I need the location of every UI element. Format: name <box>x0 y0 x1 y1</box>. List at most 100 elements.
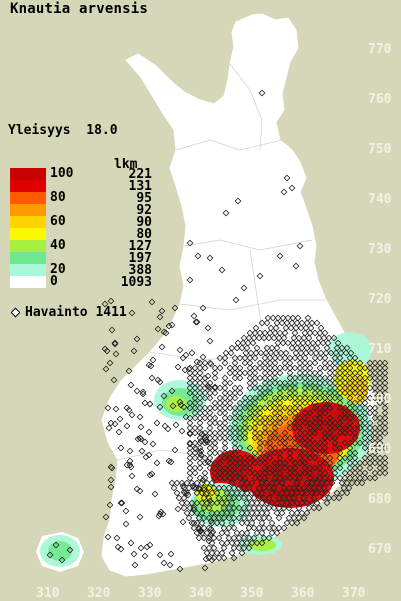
observation-diamond <box>148 374 156 382</box>
observation-diamond <box>346 384 354 392</box>
observation-diamond <box>331 474 339 482</box>
observation-diamond <box>331 369 339 377</box>
observation-diamond <box>291 364 299 372</box>
observation-diamond <box>288 184 296 192</box>
observation-diamond <box>381 399 389 407</box>
observation-diamond <box>196 459 204 467</box>
observation-diamond <box>331 464 339 472</box>
observation-diamond <box>154 325 162 333</box>
observation-diamond <box>238 479 246 487</box>
observation-diamond <box>186 239 194 247</box>
observation-diamond <box>220 544 228 552</box>
observation-diamond <box>358 479 366 487</box>
observation-diamond <box>296 449 304 457</box>
observation-diamond <box>340 484 348 492</box>
observation-diamond <box>290 514 298 522</box>
observation-diamond <box>286 374 294 382</box>
observation-diamond <box>261 414 269 422</box>
observation-diamond <box>230 494 238 502</box>
observation-diamond <box>301 354 309 362</box>
observation-diamond <box>291 409 299 417</box>
observation-diamond <box>261 439 269 447</box>
observation-diamond <box>256 459 264 467</box>
observation-diamond <box>341 369 349 377</box>
observation-diamond <box>241 414 249 422</box>
observation-diamond <box>248 509 256 517</box>
legend-swatch <box>10 216 46 228</box>
observation-diamond <box>291 414 299 422</box>
observation-diamond <box>231 359 239 367</box>
observation-diamond <box>324 339 332 347</box>
observation-diamond <box>336 379 344 387</box>
observation-diamond <box>211 374 219 382</box>
observation-diamond <box>153 419 161 427</box>
observation-diamond <box>303 319 311 327</box>
observation-diamond <box>223 509 231 517</box>
observation-diamond <box>275 514 283 522</box>
observation-diamond <box>276 434 284 442</box>
observation-diamond <box>291 459 299 467</box>
observation-diamond <box>351 449 359 457</box>
observation-diamond <box>171 304 179 312</box>
observation-diamond <box>107 419 115 427</box>
observation-diamond <box>293 479 301 487</box>
observation-diamond <box>216 399 224 407</box>
observation-diamond <box>346 419 354 427</box>
map-title: Knautia arvensis <box>10 1 149 17</box>
observation-diamond <box>122 520 130 528</box>
observation-diamond <box>336 449 344 457</box>
observation-diamond <box>193 479 201 487</box>
observation-diamond <box>192 484 200 492</box>
observation-diamond <box>301 359 309 367</box>
observation-diamond <box>311 369 319 377</box>
observation-diamond <box>381 469 389 477</box>
observation-diamond <box>226 404 234 412</box>
observation-diamond <box>199 353 207 361</box>
observation-diamond <box>316 424 324 432</box>
observation-diamond <box>238 549 246 557</box>
observation-diamond <box>246 469 254 477</box>
observation-diamond <box>218 509 226 517</box>
observation-diamond <box>251 414 259 422</box>
observation-diamond <box>330 334 338 342</box>
observation-diamond <box>316 419 324 427</box>
observation-diamond <box>191 429 199 437</box>
observation-diamond <box>246 354 254 362</box>
observation-diamond <box>186 419 194 427</box>
observation-diamond <box>326 464 334 472</box>
observation-diamond <box>228 549 236 557</box>
observation-diamond <box>366 369 374 377</box>
observation-diamond <box>286 474 294 482</box>
observation-diamond <box>281 414 289 422</box>
observation-diamond <box>253 489 261 497</box>
observation-diamond <box>348 479 356 487</box>
observation-diamond <box>273 319 281 327</box>
observation-diamond <box>351 374 359 382</box>
observation-diamond <box>303 489 311 497</box>
observation-diamond <box>292 262 300 270</box>
observation-diamond <box>191 379 199 387</box>
observation-diamond <box>306 454 314 462</box>
observation-diamond <box>366 434 374 442</box>
observation-diamond <box>296 359 304 367</box>
observation-diamond <box>211 429 219 437</box>
observation-diamond <box>381 369 389 377</box>
legend-count: 92 <box>136 203 152 218</box>
observation-diamond <box>366 474 374 482</box>
observation-diamond <box>246 414 254 422</box>
observation-diamond <box>356 379 364 387</box>
observation-diamond <box>376 379 384 387</box>
observation-diamond <box>122 507 130 515</box>
observation-diamond <box>296 459 304 467</box>
observation-legend: Havainto 1411 <box>10 305 127 320</box>
observation-diamond <box>125 367 133 375</box>
observation-diamond <box>297 349 305 357</box>
observation-diamond <box>197 527 205 535</box>
observation-diamond <box>231 449 239 457</box>
observation-diamond <box>306 329 314 337</box>
observation-diamond <box>228 539 236 547</box>
y-axis-label: 750 <box>368 142 392 157</box>
observation-diamond <box>298 509 306 517</box>
observation-diamond <box>361 424 369 432</box>
observation-diamond <box>213 509 221 517</box>
